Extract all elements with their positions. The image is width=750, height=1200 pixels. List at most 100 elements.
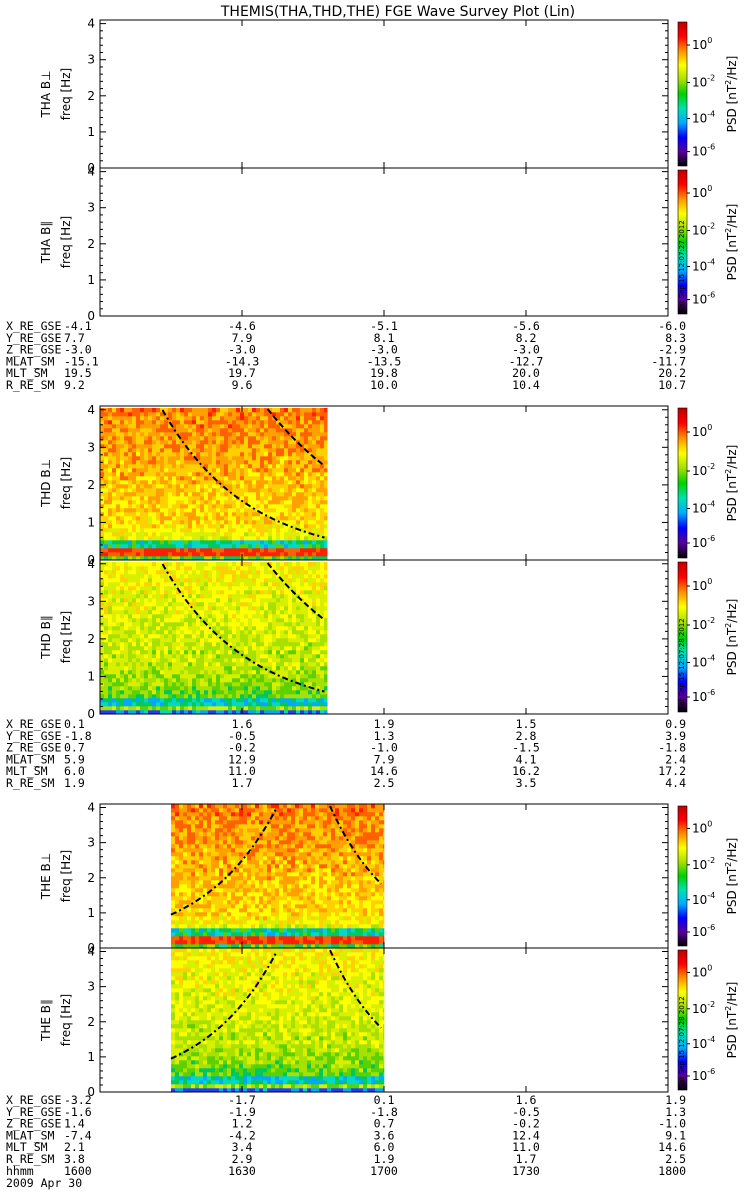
spectrogram-cell — [383, 936, 385, 941]
spectrogram-cell — [180, 710, 185, 715]
spectrogram-cell — [124, 706, 129, 711]
spectrogram-cell — [296, 548, 301, 553]
spectrogram-cell — [100, 598, 105, 603]
spectrogram-cell — [164, 634, 169, 639]
spectrogram-cell — [220, 548, 225, 553]
spectrogram-cell — [108, 556, 113, 561]
spectrogram-cell — [248, 528, 253, 533]
spectrogram-cell — [148, 444, 153, 449]
spectrogram-cell — [172, 488, 177, 493]
spectrogram-cell — [224, 412, 229, 417]
spectrogram-cell — [236, 500, 241, 505]
spectrogram-cell — [256, 562, 261, 567]
spectrogram-cell — [228, 552, 233, 557]
spectrogram-cell — [232, 424, 237, 429]
spectrogram-cell — [176, 642, 181, 647]
spectrogram-cell — [292, 552, 297, 557]
spectrogram-cell — [272, 610, 277, 615]
spectrogram-cell — [196, 706, 201, 711]
spectrogram-cell — [152, 686, 157, 691]
spectrogram-cell — [324, 520, 328, 525]
spectrogram-cell — [308, 520, 313, 525]
spectrogram-cell — [128, 488, 133, 493]
spectrogram-cell — [164, 570, 169, 575]
spectrogram-cell — [316, 566, 321, 571]
spectrogram-cell — [260, 658, 265, 663]
spectrogram-cell — [272, 444, 277, 449]
spectrogram-cell — [320, 658, 325, 663]
spectrogram-cell — [308, 536, 313, 541]
spectrogram-cell — [252, 548, 257, 553]
spectrogram-cell — [256, 570, 261, 575]
spectrogram-cell — [124, 570, 129, 575]
spectrogram-cell — [176, 508, 181, 513]
spectrogram-cell — [312, 432, 317, 437]
spectrogram-cell — [191, 936, 196, 941]
spectrogram-cell — [140, 480, 145, 485]
y-tick-label: 0 — [87, 707, 95, 721]
spectrogram-cell — [184, 702, 189, 707]
spectrogram-cell — [220, 512, 225, 517]
spectrogram-cell — [228, 464, 233, 469]
spectrogram-cell — [324, 594, 328, 599]
spectrogram-cell — [256, 472, 261, 477]
spectrogram-cell — [208, 536, 213, 541]
spectrogram-cell — [204, 674, 209, 679]
spectrogram-cell — [188, 626, 193, 631]
spectrogram-cell — [264, 634, 269, 639]
spectrogram-cell — [280, 566, 285, 571]
spectrogram-cell — [196, 512, 201, 517]
spectrogram-cell — [156, 586, 161, 591]
spectrogram-cell — [248, 710, 253, 715]
spectrogram-cell — [140, 408, 145, 413]
spectrogram-cell — [156, 440, 161, 445]
spectrogram-cell — [256, 630, 261, 635]
spectrogram-cell — [244, 536, 249, 541]
spectrogram-cell — [104, 706, 109, 711]
spectrogram-cell — [128, 566, 133, 571]
spectrogram-cell — [132, 416, 137, 421]
spectrogram-cell — [124, 532, 129, 537]
spectrogram-cell — [220, 602, 225, 607]
spectrogram-cell — [272, 496, 277, 501]
spectrogram-cell — [307, 940, 312, 945]
spectrogram-cell — [264, 524, 269, 529]
spectrogram-cell — [240, 638, 245, 643]
spectrogram-cell — [304, 460, 309, 465]
spectrogram-cell — [144, 508, 149, 513]
spectrogram-cell — [183, 920, 188, 925]
spectrogram-cell — [184, 698, 189, 703]
spectrogram-cell — [108, 586, 113, 591]
spectrogram-cell — [144, 408, 149, 413]
spectrogram-cell — [116, 472, 121, 477]
spectrogram-cell — [100, 570, 105, 575]
spectrogram-cell — [172, 480, 177, 485]
spectrogram-cell — [300, 440, 305, 445]
spectrogram-cell — [128, 674, 133, 679]
spectrogram-cell — [172, 540, 177, 545]
spectrogram-cell — [124, 548, 129, 553]
spectrogram-cell — [156, 622, 161, 627]
spectrogram-cell — [256, 674, 261, 679]
spectrogram-cell — [148, 476, 153, 481]
spectrogram-cell — [144, 536, 149, 541]
spectrogram-cell — [256, 548, 261, 553]
spectrogram-cell — [160, 594, 165, 599]
panel-label: THD B⊥ — [39, 459, 53, 508]
spectrogram-cell — [124, 574, 129, 579]
spectrogram-cell — [312, 706, 317, 711]
spectrogram-cell — [324, 472, 328, 477]
spectrogram-cell — [192, 556, 197, 561]
spectrogram-cell — [316, 678, 321, 683]
spectrogram-cell — [172, 618, 177, 623]
spectrogram-cell — [256, 428, 261, 433]
spectrogram-cell — [236, 436, 241, 441]
spectrogram-cell — [184, 626, 189, 631]
spectrogram-cell — [292, 634, 297, 639]
spectrogram-cell — [144, 428, 149, 433]
spectrogram-cell — [284, 544, 289, 549]
spectrogram-cell — [276, 626, 281, 631]
spectrogram-cell — [316, 412, 321, 417]
spectrogram-cell — [303, 944, 308, 949]
spectrogram-cell — [148, 520, 153, 525]
